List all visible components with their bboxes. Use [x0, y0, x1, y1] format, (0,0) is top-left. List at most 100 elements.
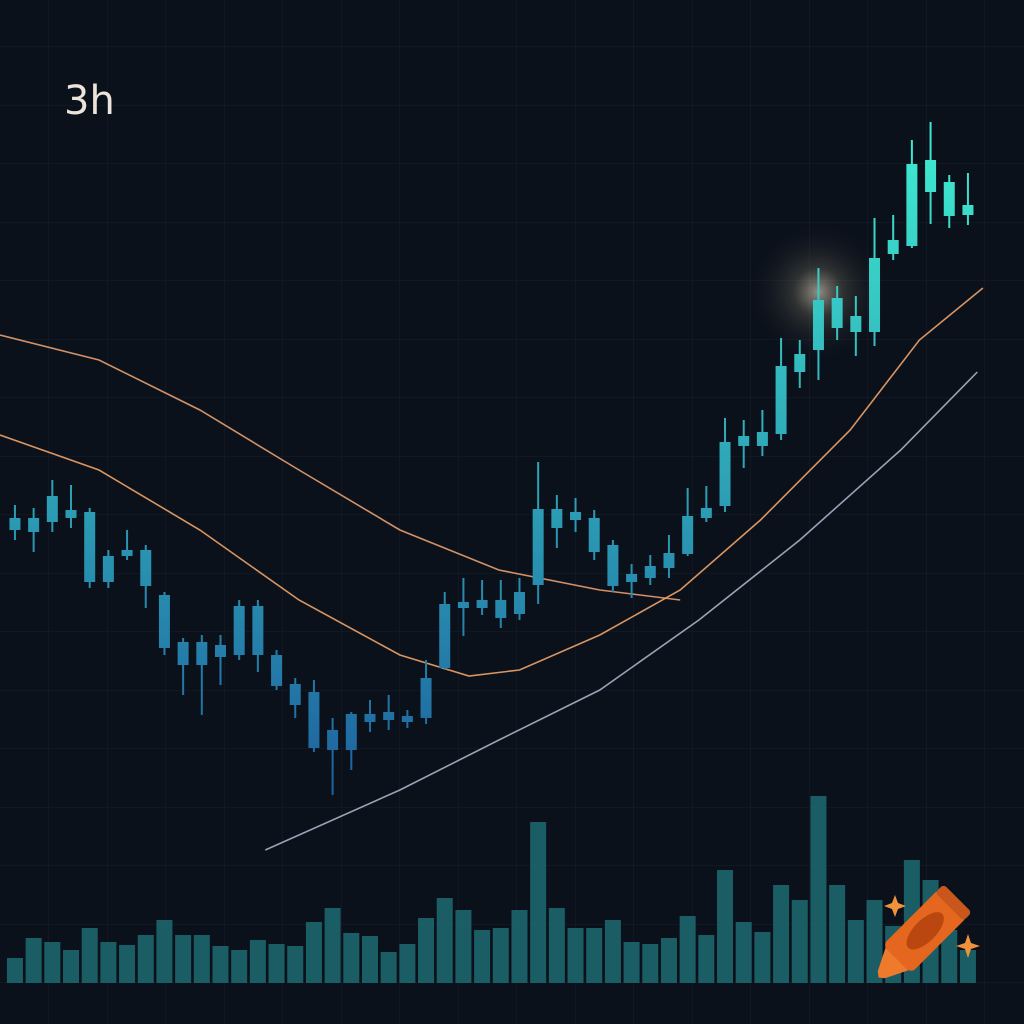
candle-body: [364, 714, 376, 722]
candle-body: [513, 592, 525, 614]
volume-bar: [492, 928, 509, 983]
candle-body: [476, 600, 488, 608]
volume-bar: [660, 938, 677, 983]
candle-body: [850, 316, 862, 332]
candle-body: [756, 432, 768, 446]
candle-body: [121, 550, 133, 556]
volume-bar: [343, 933, 360, 983]
volume-bar: [436, 898, 453, 983]
candle-body: [775, 366, 787, 434]
volume-bar: [754, 932, 771, 983]
candle-body: [345, 714, 357, 750]
candle-body: [626, 574, 638, 582]
volume-bar: [81, 928, 98, 983]
candle-body: [439, 604, 451, 668]
sparkle: [884, 895, 906, 917]
candle-body: [925, 160, 937, 192]
sparkle: [956, 934, 980, 958]
candle-body: [588, 518, 600, 552]
volume-bar: [698, 935, 715, 983]
candle-body: [570, 512, 582, 520]
candle-body: [607, 545, 619, 586]
candle-body: [869, 258, 881, 332]
volume-bar: [623, 942, 640, 983]
candle-body: [28, 518, 40, 532]
candle-body: [196, 642, 208, 665]
volume-bar: [735, 922, 752, 983]
candle-body: [719, 442, 731, 506]
candle-body: [84, 512, 96, 582]
candle-body: [738, 436, 750, 446]
volume-bar: [455, 910, 472, 983]
candle-body: [252, 606, 264, 655]
candle-body: [308, 692, 320, 748]
candle-body: [831, 298, 843, 328]
volume-bar: [829, 885, 846, 983]
volume-bar: [567, 928, 584, 983]
volume-bar: [717, 870, 734, 983]
volume-bar: [137, 935, 154, 983]
volume-bar: [175, 935, 192, 983]
volume-bar: [941, 930, 958, 983]
candle-body: [327, 730, 339, 750]
chart-title: 3h: [64, 78, 115, 124]
volume-bar: [679, 916, 696, 983]
volume-bar: [474, 930, 491, 983]
candle-body: [289, 684, 301, 705]
candle-body: [158, 595, 170, 648]
volume-bar: [847, 920, 864, 983]
volume-bar: [548, 908, 565, 983]
volume-bar: [866, 900, 883, 983]
candle-body: [906, 164, 918, 246]
volume-bar: [119, 945, 136, 983]
moving-average-line: [264, 371, 978, 851]
volume-bar: [287, 946, 304, 983]
moving-average-line: [0, 334, 681, 601]
volume-bar: [642, 944, 659, 983]
candle-body: [812, 300, 824, 350]
candle-body: [457, 602, 469, 608]
volume-bar: [399, 944, 416, 983]
volume-bar: [249, 940, 266, 983]
volume-bar: [791, 900, 808, 983]
candle-body: [102, 556, 114, 582]
candle-body: [700, 508, 712, 518]
volume-bar: [361, 936, 378, 983]
candle-body: [420, 678, 432, 718]
volume-bar: [268, 944, 285, 983]
candle-body: [233, 606, 245, 655]
candle-body: [401, 716, 413, 722]
volume-bar: [324, 908, 341, 983]
candle-body: [9, 518, 21, 530]
candle-body: [887, 240, 899, 254]
candle-body: [682, 516, 694, 554]
volume-bar: [63, 950, 80, 983]
volume-bar: [604, 920, 621, 983]
candle-body: [65, 510, 77, 518]
volume-bar: [100, 942, 117, 983]
candle-body: [943, 182, 955, 216]
candle-body: [663, 553, 675, 568]
candle-body: [383, 712, 395, 720]
volume-bar: [586, 928, 603, 983]
volume-bar: [810, 796, 827, 983]
volume-bar: [6, 958, 23, 983]
volume-bar: [305, 922, 322, 983]
volume-bar: [418, 918, 435, 983]
volume-bar: [511, 910, 528, 983]
candle-body: [962, 205, 974, 215]
candle-body: [551, 509, 563, 528]
volume-bar: [212, 946, 229, 983]
candle-body: [271, 655, 283, 686]
volume-bar: [193, 935, 210, 983]
volume-bar: [530, 822, 547, 983]
moving-average-line: [0, 287, 984, 677]
candle-body: [794, 354, 806, 372]
volume-bar: [773, 885, 790, 983]
volume-bar: [44, 942, 61, 983]
candle-body: [644, 566, 656, 578]
volume-bar: [25, 938, 42, 983]
crayon-logo: [877, 885, 971, 979]
